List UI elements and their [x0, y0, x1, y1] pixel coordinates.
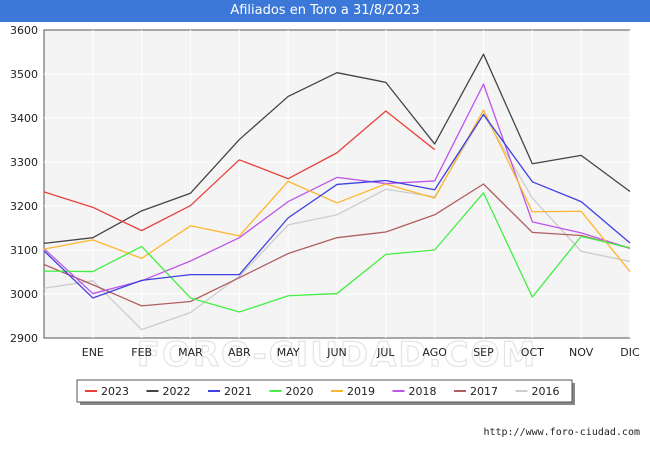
x-tick-label: NOV	[569, 346, 594, 359]
x-tick-label: SEP	[473, 346, 494, 359]
legend-label-2020: 2020	[286, 385, 314, 398]
legend-label-2017: 2017	[470, 385, 498, 398]
series-line-2022	[43, 53, 631, 245]
x-tick-label: ENE	[82, 346, 104, 359]
series-line-2020	[43, 192, 631, 313]
series-line-2023	[43, 110, 436, 232]
x-tick-label: JUN	[326, 346, 347, 359]
x-tick-label: ABR	[228, 346, 251, 359]
x-tick-label: MAR	[178, 346, 203, 359]
x-tick-label: AGO	[422, 346, 447, 359]
x-tick-label: DIC	[620, 346, 640, 359]
y-tick-label: 3500	[10, 68, 38, 81]
legend-label-2019: 2019	[347, 385, 375, 398]
series-lines	[43, 53, 631, 331]
series-line-2019	[43, 109, 631, 272]
legend: 2023 2022 2021 2020 2019 2018 2017 2016	[76, 379, 575, 405]
x-tick-label: MAY	[277, 346, 300, 359]
y-tick-label: 3400	[10, 112, 38, 125]
legend-label-2022: 2022	[163, 385, 191, 398]
chart-title: Afiliados en Toro a 31/8/2023	[0, 0, 650, 22]
y-tick-label: 2900	[10, 332, 38, 345]
source-url[interactable]: http://www.foro-ciudad.com	[483, 427, 640, 438]
y-tick-label: 3300	[10, 156, 38, 169]
legend-label-2018: 2018	[409, 385, 437, 398]
x-tick-label: OCT	[521, 346, 544, 359]
x-axis-ticks: ENE FEB MAR ABR MAY JUN JUL AGO SEP OCT NOV DIC	[82, 346, 640, 359]
legend-box	[76, 379, 573, 403]
legend-label-2021: 2021	[224, 385, 252, 398]
y-tick-label: 3200	[10, 200, 38, 213]
y-tick-label: 3100	[10, 244, 38, 257]
legend-label-2023: 2023	[101, 385, 129, 398]
x-tick-label: FEB	[131, 346, 152, 359]
watermark: FORO-CIUDAD.COM	[137, 335, 538, 375]
series-line-2021	[43, 113, 631, 299]
y-tick-label: 3000	[10, 288, 38, 301]
x-tick-label: JUL	[376, 346, 395, 359]
y-tick-label: 3600	[10, 24, 38, 37]
series-line-2016	[43, 113, 631, 331]
y-axis-ticks: 2900 3000 3100 3200 3300 3400 3500 3600	[10, 24, 38, 345]
series-line-2017	[43, 183, 631, 307]
legend-label-2016: 2016	[532, 385, 560, 398]
